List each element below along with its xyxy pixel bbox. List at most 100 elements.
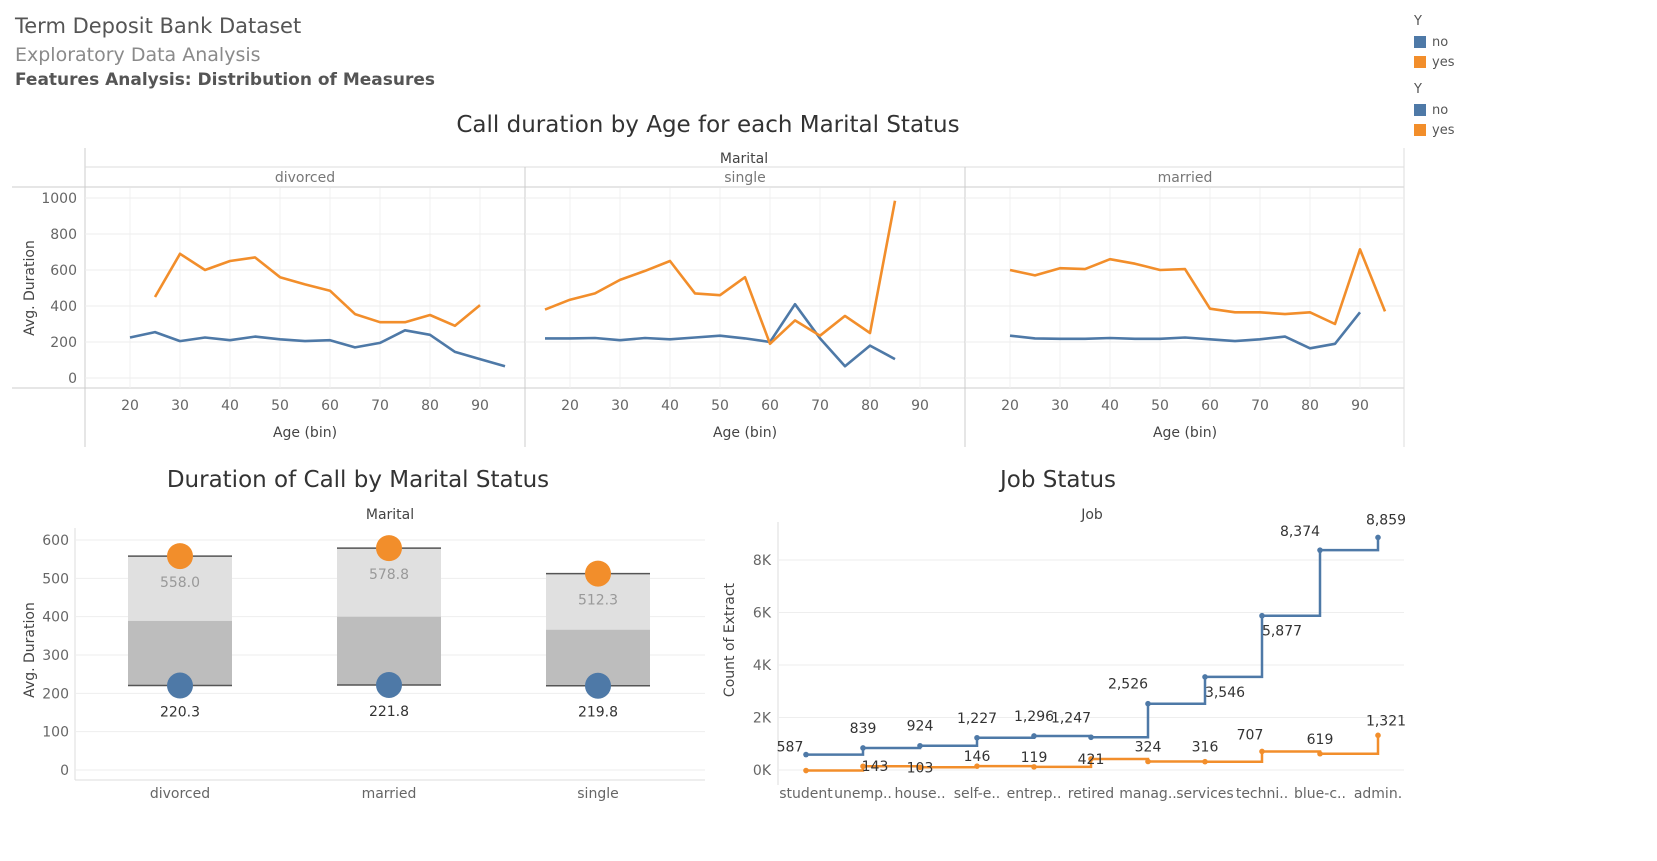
y-tick-label: 400	[50, 299, 77, 315]
panel-label: single	[724, 170, 765, 186]
x-tick-label: 70	[1251, 398, 1269, 414]
x-tick-label: self-e..	[954, 786, 1001, 802]
value-label-yes: 578.8	[369, 567, 409, 583]
x-tick-label: 30	[171, 398, 189, 414]
x-tick-label: single	[577, 786, 618, 802]
series-line-no	[129, 328, 506, 368]
data-point-no	[1375, 534, 1381, 541]
dashboard-subtitle: Exploratory Data Analysis	[15, 44, 261, 66]
dot-yes	[167, 543, 193, 570]
data-label-no: 5,877	[1262, 624, 1302, 640]
section-heading: Features Analysis: Distribution of Measu…	[15, 70, 436, 90]
x-tick-label: entrep..	[1007, 786, 1062, 802]
value-label-no: 221.8	[369, 704, 409, 720]
data-label-no: 839	[850, 721, 877, 737]
column-header: Job	[1080, 507, 1103, 523]
dot-no	[585, 672, 611, 699]
data-label-no: 1,296	[1014, 709, 1054, 725]
x-tick-label: divorced	[150, 786, 210, 802]
x-tick-label: married	[362, 786, 417, 802]
dot-yes	[585, 560, 611, 587]
column-header: Marital	[366, 507, 414, 523]
y-tick-label: 800	[50, 227, 77, 243]
data-point-no	[1088, 734, 1094, 741]
legend-swatch-no	[1414, 36, 1426, 48]
data-point-yes	[1317, 750, 1323, 757]
y-tick-label: 8K	[753, 553, 772, 569]
value-label-yes: 512.3	[578, 593, 618, 609]
data-point-no	[1259, 612, 1265, 619]
data-label-yes: 619	[1307, 732, 1334, 748]
legend-swatch-no	[1414, 104, 1426, 116]
data-label-yes: 316	[1192, 740, 1219, 756]
x-tick-label: house..	[894, 786, 945, 802]
x-tick-label: 60	[761, 398, 779, 414]
x-tick-label: 20	[1001, 398, 1019, 414]
data-point-no	[1145, 700, 1151, 707]
y-tick-label: 2K	[753, 711, 772, 727]
y-axis-label: Avg. Duration	[22, 602, 38, 698]
x-tick-label: unemp..	[834, 786, 892, 802]
legend-y-1[interactable]: Y no yes	[1414, 14, 1454, 72]
legend-item-no[interactable]: no	[1414, 32, 1454, 52]
data-point-yes	[974, 763, 980, 769]
data-label-yes: 421	[1078, 752, 1105, 768]
y-axis-label: Avg. Duration	[22, 240, 38, 336]
x-tick-label: blue-c..	[1294, 786, 1346, 802]
y-tick-label: 0	[60, 763, 69, 779]
x-tick-label: 90	[1351, 398, 1369, 414]
chart-title: Job Status	[998, 467, 1116, 493]
data-point-no	[1202, 674, 1208, 680]
series-line-no	[1009, 311, 1362, 350]
x-tick-label: 90	[471, 398, 489, 414]
data-label-no: 3,546	[1205, 685, 1245, 701]
x-tick-label: 80	[1301, 398, 1319, 414]
x-tick-label: 50	[271, 398, 289, 414]
x-axis-label: Age (bin)	[1153, 425, 1217, 441]
legend-y-2[interactable]: Y no yes	[1414, 82, 1454, 140]
facet-header: Marital	[720, 151, 768, 167]
x-tick-label: 50	[711, 398, 729, 414]
y-tick-label: 100	[42, 725, 69, 741]
data-label-no: 1,227	[957, 711, 997, 727]
y-tick-label: 6K	[753, 606, 772, 622]
y-tick-label: 200	[50, 335, 77, 351]
data-point-yes	[1202, 758, 1208, 765]
x-tick-label: student	[779, 786, 833, 802]
data-point-yes	[917, 764, 923, 771]
series-line-yes	[544, 200, 897, 346]
dot-yes	[376, 535, 402, 562]
legend-item-no[interactable]: no	[1414, 100, 1454, 120]
legend-item-yes[interactable]: yes	[1414, 120, 1454, 140]
data-point-no	[803, 751, 809, 758]
data-label-yes: 707	[1237, 727, 1264, 743]
legend-title: Y	[1414, 14, 1422, 29]
data-point-yes	[860, 763, 866, 770]
x-tick-label: 60	[321, 398, 339, 414]
data-point-no	[1317, 547, 1323, 553]
x-tick-label: retired	[1068, 786, 1114, 802]
x-tick-label: 20	[561, 398, 579, 414]
data-label-yes: 119	[1021, 750, 1048, 766]
x-tick-label: 60	[1201, 398, 1219, 414]
data-point-no	[860, 745, 866, 751]
data-label-no: 2,526	[1108, 677, 1148, 693]
data-label-no: 1,247	[1051, 710, 1091, 726]
legend-label-no: no	[1432, 102, 1449, 118]
y-axis-label: Count of Extract	[722, 582, 738, 697]
value-label-yes: 558.0	[160, 575, 200, 591]
series-line-yes	[153, 252, 481, 328]
x-tick-label: 40	[221, 398, 239, 414]
value-label-no: 220.3	[160, 705, 200, 721]
y-tick-label: 0	[68, 371, 77, 387]
data-label-yes: 143	[862, 759, 889, 775]
y-tick-label: 4K	[753, 658, 772, 674]
x-tick-label: 90	[911, 398, 929, 414]
dot-no	[376, 671, 402, 698]
data-point-yes	[1145, 758, 1151, 765]
legend-label-yes: yes	[1432, 122, 1455, 138]
legend-item-yes[interactable]: yes	[1414, 52, 1454, 72]
legend-label-yes: yes	[1432, 54, 1455, 70]
x-tick-label: 40	[661, 398, 679, 414]
